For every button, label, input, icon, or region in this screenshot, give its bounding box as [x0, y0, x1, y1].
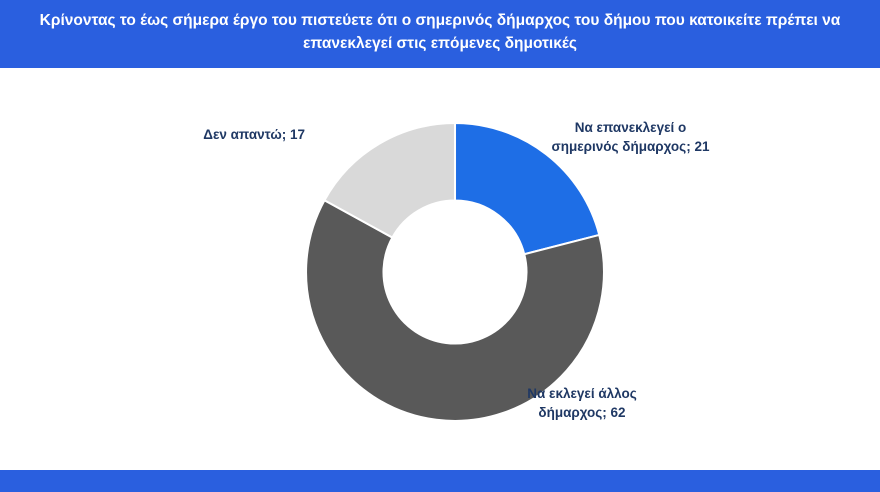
data-label-elect-other: Να εκλεγεί άλλος δήμαρχος; 62 [527, 385, 637, 421]
pie-slice-2 [323, 121, 457, 239]
data-label-reelect-incumbent: Να επανεκλεγεί ο σημερινός δήμαρχος; 21 [551, 119, 710, 155]
chart-area: Δεν απαντώ; 17 Να επανεκλεγεί ο σημερινό… [0, 67, 880, 470]
bottom-accent-bar [0, 470, 880, 492]
pie-slice-0 [453, 121, 601, 255]
data-label-no-answer: Δεν απαντώ; 17 [203, 126, 305, 142]
pie-slice-1 [305, 198, 605, 422]
donut-chart [305, 121, 605, 422]
chart-title-banner: Κρίνοντας το έως σήμερα έργο του πιστεύε… [0, 0, 880, 68]
